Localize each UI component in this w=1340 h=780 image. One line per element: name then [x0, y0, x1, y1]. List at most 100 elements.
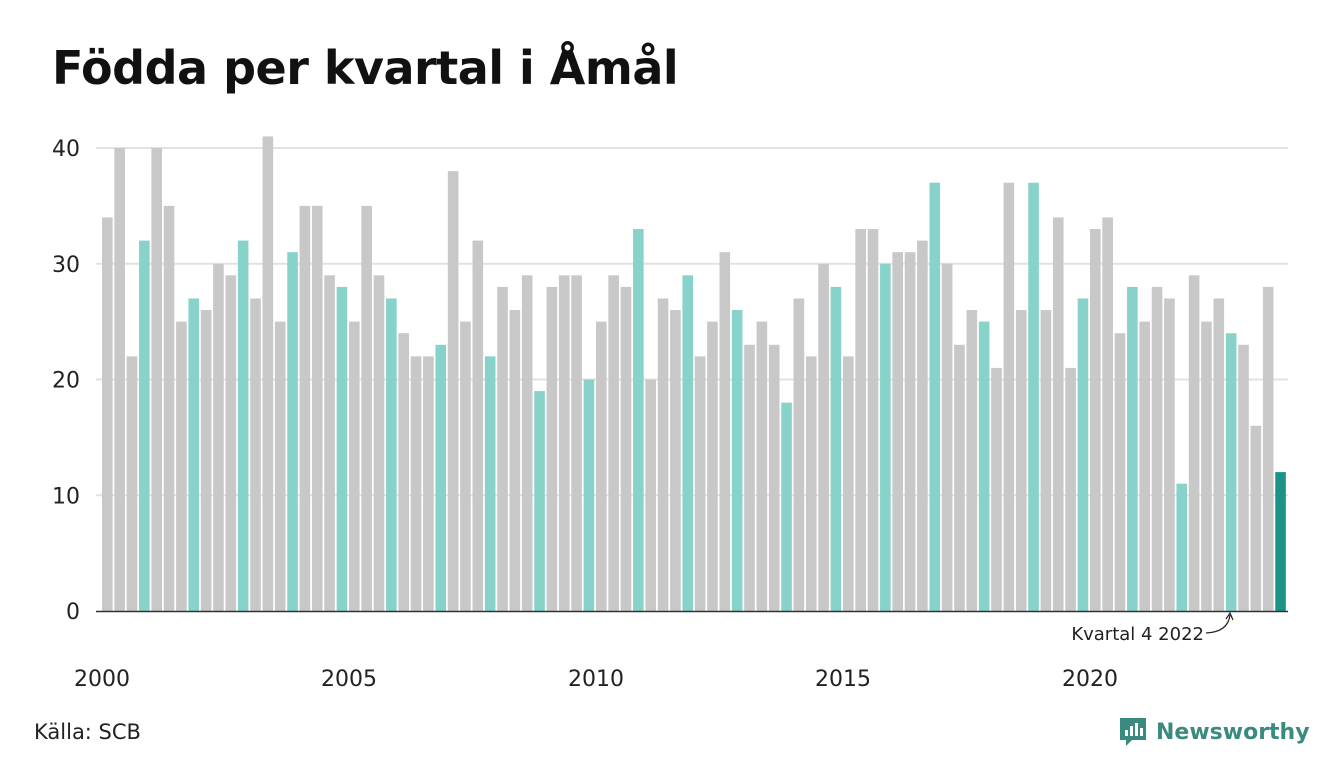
bar-2022-k3 — [1213, 298, 1225, 611]
bar-2009-k1 — [546, 286, 558, 611]
bar-2011-k1 — [645, 379, 656, 611]
bar-2020-k4 — [1127, 286, 1138, 611]
bar-2001-k2 — [163, 205, 175, 612]
bar-2020-k3 — [1114, 333, 1126, 611]
y-tick-label: 0 — [66, 600, 80, 625]
bar-2007-k4 — [484, 356, 496, 611]
bar-2001-k3 — [176, 321, 187, 612]
bar-2013-k1 — [744, 344, 755, 611]
source-note: Källa: SCB — [34, 720, 141, 744]
bar-2015-k2 — [855, 229, 866, 611]
bar-2011-k2 — [657, 298, 669, 611]
y-tick-label: 30 — [52, 253, 80, 278]
bar-2010-k4 — [633, 229, 644, 611]
bar-2005-k4 — [386, 298, 397, 611]
bar-2019-k1 — [1040, 310, 1052, 611]
bar-2021-k1 — [1139, 321, 1150, 612]
bar-2004-k4 — [336, 286, 348, 611]
bar-2006-k1 — [398, 333, 409, 611]
bar-2021-k3 — [1164, 298, 1175, 611]
bar-2012-k4 — [731, 310, 743, 611]
bar-2016-k2 — [904, 252, 916, 611]
bar-2007-k2 — [460, 321, 471, 612]
y-axis: 0 10 20 30 40 — [52, 137, 80, 625]
bar-2008-k1 — [497, 286, 508, 611]
bar-2004-k3 — [324, 275, 335, 611]
y-tick-label: 10 — [52, 484, 80, 509]
bar-2017-k3 — [966, 310, 978, 611]
bar-2017-k2 — [954, 344, 965, 611]
chart-title: Födda per kvartal i Åmål — [52, 41, 679, 95]
bar-2006-k2 — [410, 356, 422, 611]
bar-2005-k3 — [373, 275, 385, 611]
bar-2021-k2 — [1151, 286, 1163, 611]
bar-2007-k1 — [447, 171, 459, 611]
bar-2001-k4 — [188, 298, 200, 611]
bar-2006-k4 — [435, 344, 447, 611]
bar-2023-k3 — [1262, 286, 1274, 611]
bar-2012-k1 — [694, 356, 706, 611]
bar-2003-k3 — [274, 321, 286, 612]
bar-2005-k2 — [361, 205, 372, 612]
bar-2008-k2 — [509, 310, 521, 611]
bar-2006-k3 — [423, 356, 434, 611]
bar-2016-k1 — [892, 252, 903, 611]
bar-2013-k2 — [756, 321, 768, 612]
annotation-label: Kvartal 4 2022 — [1071, 624, 1204, 645]
bar-2018-k1 — [991, 367, 1002, 611]
bar-2016-k4 — [929, 182, 941, 611]
y-tick-label: 20 — [52, 369, 80, 394]
bar-2020-k1 — [1090, 229, 1101, 611]
bar-2018-k2 — [1003, 182, 1015, 611]
annotation-arrow — [1205, 614, 1231, 634]
bar-2010-k3 — [620, 286, 632, 611]
bar-2015-k4 — [880, 263, 891, 611]
bar-2022-k2 — [1201, 321, 1212, 612]
bar-2018-k3 — [1015, 310, 1027, 611]
x-tick-label: 2010 — [568, 667, 624, 692]
annotation: Kvartal 4 2022 — [1071, 611, 1234, 645]
bar-2009-k2 — [558, 275, 570, 611]
bar-2013-k4 — [781, 402, 792, 611]
bar-2010-k1 — [596, 321, 607, 612]
newsworthy-logo-icon — [1120, 718, 1146, 746]
bar-chart: 0 10 20 30 40 2000 2005 2010 2015 2020 Kvartal 4… — [52, 136, 1288, 692]
bars — [102, 136, 1286, 612]
bar-2023-k1 — [1238, 344, 1249, 611]
bar-2023-k4 — [1275, 472, 1286, 611]
bar-2016-k3 — [917, 240, 928, 611]
bar-2008-k3 — [521, 275, 533, 611]
bar-2022-k4 — [1225, 333, 1237, 611]
bar-2015-k3 — [867, 229, 879, 611]
bar-2015-k1 — [843, 356, 854, 611]
bar-2014-k1 — [793, 298, 805, 611]
bar-2000-k1 — [102, 217, 113, 611]
bar-2004-k2 — [311, 205, 323, 612]
bar-2021-k4 — [1176, 483, 1188, 611]
annotation-arrowhead — [1225, 611, 1234, 621]
bar-2000-k2 — [114, 148, 125, 611]
bar-2014-k4 — [830, 286, 842, 611]
bar-2017-k4 — [978, 321, 990, 612]
bar-2011-k3 — [670, 310, 681, 611]
bar-2020-k2 — [1102, 217, 1113, 611]
bar-2018-k4 — [1028, 182, 1039, 611]
x-tick-label: 2005 — [321, 667, 377, 692]
bar-2003-k2 — [262, 136, 274, 611]
bar-2000-k3 — [126, 356, 138, 611]
bar-2009-k4 — [583, 379, 595, 611]
bar-2011-k4 — [682, 275, 694, 611]
bar-2009-k3 — [571, 275, 582, 611]
bar-2002-k2 — [213, 263, 224, 611]
bar-2012-k3 — [719, 252, 731, 611]
y-tick-label: 40 — [52, 137, 80, 162]
bar-2014-k3 — [818, 263, 829, 611]
bar-2017-k1 — [941, 263, 953, 611]
x-tick-label: 2015 — [815, 667, 871, 692]
bar-2001-k1 — [151, 148, 162, 611]
bar-2003-k1 — [250, 298, 261, 611]
bar-2002-k4 — [237, 240, 249, 611]
bar-2013-k3 — [768, 344, 780, 611]
bar-2023-k2 — [1250, 425, 1262, 611]
x-tick-label: 2020 — [1062, 667, 1118, 692]
